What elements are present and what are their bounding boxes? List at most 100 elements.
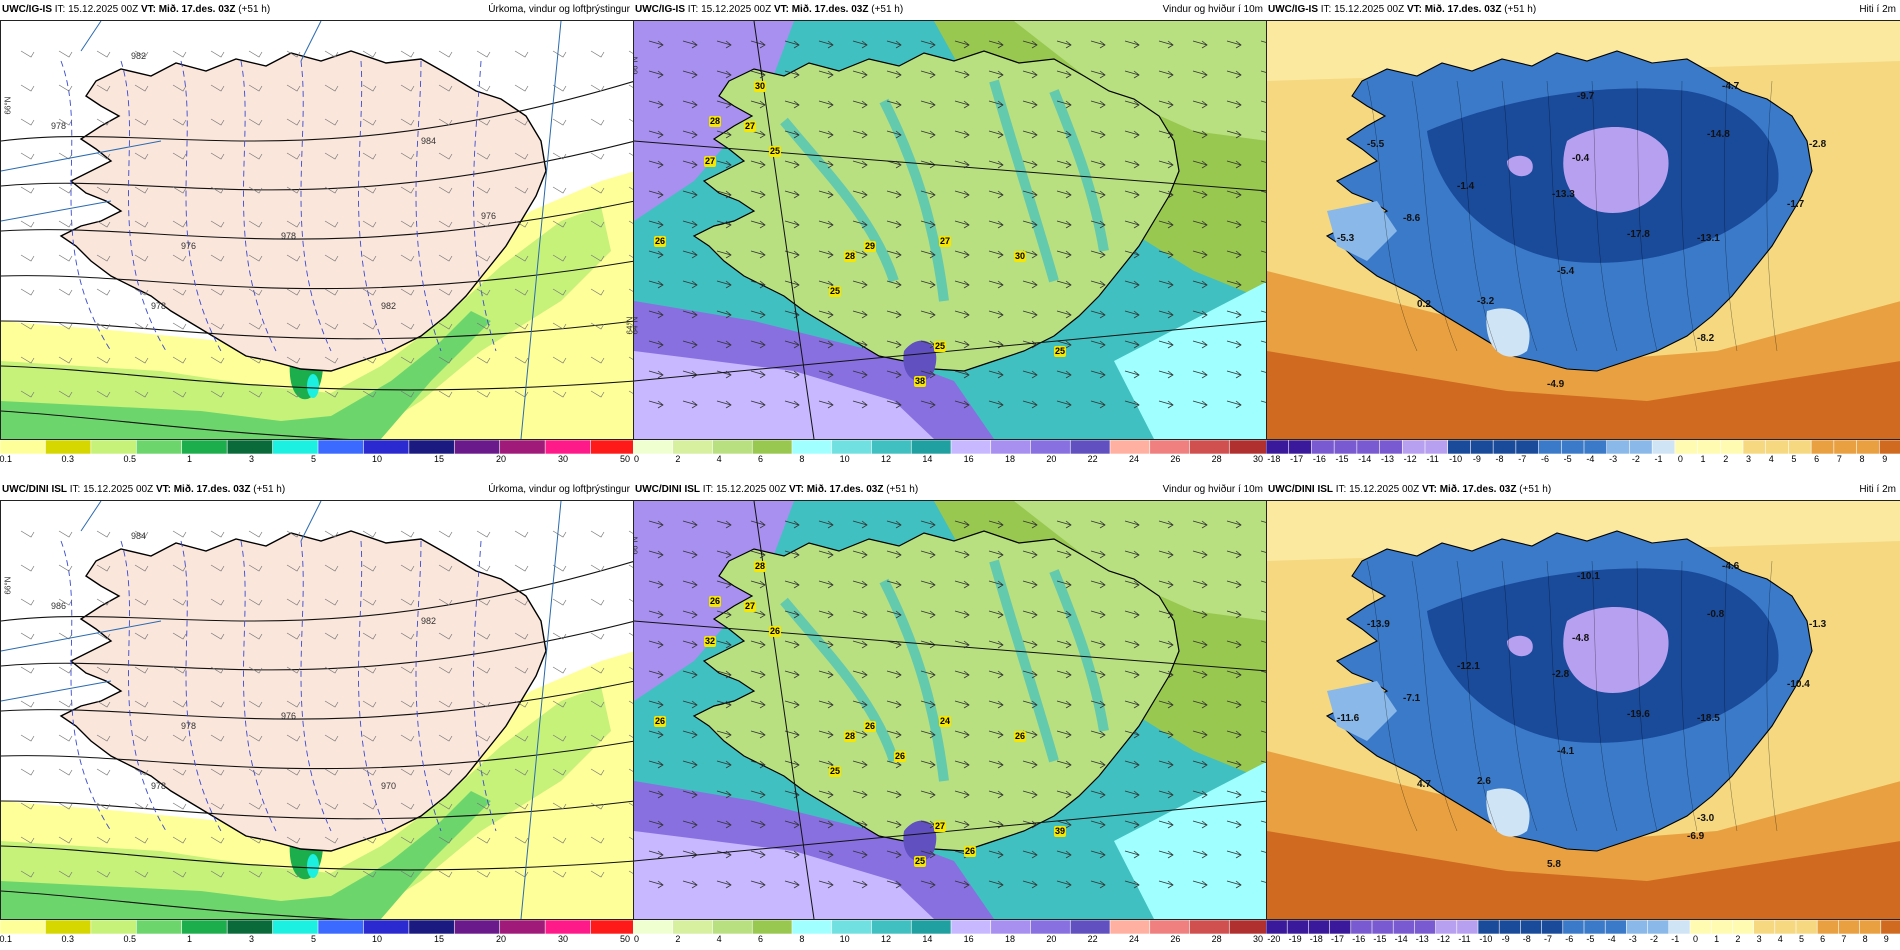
legend-tick-label: 6 [757,934,764,944]
color-legend: 0.1 0.3 0.5 1 3 5 10 15 20 30 50 [0,440,636,464]
temperature-label: 0.2 [1417,299,1431,310]
model-name: UWC/DINI ISL [635,484,700,495]
temperature-label: -1.4 [1457,181,1475,192]
legend-ticks: 0.1 0.3 0.5 1 3 5 10 15 20 30 50 [0,454,636,464]
legend-tick-label: 12 [880,454,892,464]
legend-tick-label: 22 [1087,454,1098,464]
legend-tick-label: 2 [1723,454,1729,464]
temperature-label: -1.3 [1809,619,1827,630]
legend-tick-label: 8 [1862,934,1868,944]
legend-tick-label: 0 [633,454,640,464]
isobar-label: 982 [131,51,147,61]
legend-ticks: 0 2 4 6 8 10 12 14 16 18 20 22 24 26 28 30 [633,454,1269,464]
legend-tick-label: -4 [1586,454,1595,464]
legend-tick-label: -11 [1426,454,1439,464]
legend-tick-label: -16 [1312,454,1326,464]
temperature-label: 4.7 [1417,779,1431,790]
valid-time: Mið. 17.des. 03Z [1421,4,1502,15]
gust-label: 25 [934,341,947,352]
panel-title: UWC/IG-IS IT: 15.12.2025 00Z VT: Mið. 17… [0,0,636,20]
legend-tick-label: 3 [248,454,255,464]
legend-tick-label: -7 [1518,454,1527,464]
temperature-label: -9.7 [1577,91,1595,102]
temperature-label: -2.8 [1809,139,1827,150]
legend-tick-label: 20 [1046,454,1057,464]
legend-tick-label: 26 [1170,454,1181,464]
legend-tick-label: 7 [1841,934,1847,944]
legend-tick-label: 0 [1692,934,1699,944]
lead-time: (+51 h) [868,4,904,15]
legend-tick-label: 22 [1087,934,1098,944]
legend-tick-label: 7 [1836,454,1842,464]
temperature-label: -3.2 [1477,296,1495,307]
map-canvas [634,21,1268,439]
temperature-label: -7.1 [1403,693,1421,704]
temperature-label: -13.9 [1367,619,1390,630]
valid-label: VT: [155,484,171,495]
gust-label: 28 [754,561,767,572]
temperature-label: -10.4 [1787,679,1810,690]
legend-tick-label: 30 [1252,454,1264,464]
gust-label: 25 [769,146,782,157]
latitude-label: 66°N [633,536,640,555]
temperature-label: -13.1 [1697,233,1720,244]
legend-tick-label: 5 [310,454,317,464]
temperature-label: -13.3 [1552,189,1575,200]
temperature-label: -0.4 [1572,153,1590,164]
init-time: IT: 15.12.2025 00Z [67,484,156,495]
gust-label: 26 [1014,731,1027,742]
isobar-label: 978 [151,301,167,311]
map-canvas [1,21,635,439]
legend-tick-label: 5 [1798,934,1805,944]
run-info: UWC/IG-IS IT: 15.12.2025 00Z VT: Mið. 17… [635,0,903,20]
legend-tick-label: 2 [675,934,681,944]
legend-tick-label: 2 [1735,934,1741,944]
legend-tick-label: -20 [1267,934,1281,944]
gust-label: 27 [704,156,717,167]
temperature-label: -8.2 [1697,333,1715,344]
legend-tick-label: -10 [1479,934,1493,944]
isobar-label: 978 [281,231,297,241]
gust-label: 25 [914,856,927,867]
temperature-label: -4.9 [1547,379,1565,390]
bottom-temp-panel: UWC/DINI ISL IT: 15.12.2025 00Z VT: Mið.… [1266,480,1900,944]
legend-tick-label: 3 [248,934,255,944]
gust-label: 28 [844,251,857,262]
run-info: UWC/IG-IS IT: 15.12.2025 00Z VT: Mið. 17… [1268,0,1536,20]
legend-tick-label: -14 [1394,934,1408,944]
gust-label: 26 [654,716,667,727]
gust-label: 24 [939,716,952,727]
legend-tick-label: -2 [1649,934,1659,944]
panel-title: UWC/IG-IS IT: 15.12.2025 00Z VT: Mið. 17… [633,0,1269,20]
latitude-label: 64°N [633,316,640,335]
valid-label: VT: [1406,4,1422,15]
map-canvas [634,501,1268,919]
isobar-label: 978 [181,721,197,731]
lead-time: (+51 h) [235,4,271,15]
map-area: 982 978 984 976 978 982 978 976 66°N 64°N [0,20,636,440]
legend-tick-label: -9 [1472,454,1481,464]
gust-label: 27 [939,236,952,247]
init-time: IT: 15.12.2025 00Z [700,484,789,495]
temperature-label: -5.3 [1337,233,1355,244]
map-area: 30 28 27 25 27 26 28 29 27 30 25 25 38 25 66°N 64°N [633,20,1269,440]
legend-tick-label: -3 [1609,454,1618,464]
legend-tick-label: 28 [1211,934,1222,944]
legend-tick-label: 0 [633,934,640,944]
run-info: UWC/DINI ISL IT: 15.12.2025 00Z VT: Mið.… [2,480,285,500]
legend-tick-label: 12 [880,934,892,944]
gust-label: 26 [964,846,977,857]
temperature-label: -0.8 [1707,609,1725,620]
legend-ticks: 0.1 0.3 0.5 1 3 5 10 15 20 30 50 [0,934,636,944]
legend-tick-label: 8 [1859,454,1865,464]
legend-tick-label: -16 [1352,934,1366,944]
legend-tick-label: 20 [495,934,507,944]
legend-tick-label: 8 [799,454,805,464]
legend-tick-label: 0.3 [61,934,75,944]
gust-label: 26 [654,236,667,247]
run-info: UWC/DINI ISL IT: 15.12.2025 00Z VT: Mið.… [635,480,918,500]
legend-tick-label: 2 [675,454,681,464]
legend-tick-label: -8 [1522,934,1531,944]
lead-time: (+51 h) [883,484,919,495]
legend-tick-label: -17 [1290,454,1304,464]
